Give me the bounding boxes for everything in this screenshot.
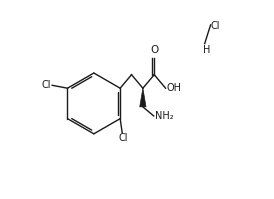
Text: OH: OH	[167, 83, 182, 93]
Text: NH₂: NH₂	[155, 111, 173, 121]
Text: Cl: Cl	[42, 80, 51, 90]
Text: Cl: Cl	[211, 21, 220, 31]
Polygon shape	[140, 88, 146, 107]
Text: H: H	[203, 45, 210, 55]
Text: Cl: Cl	[118, 133, 128, 143]
Text: O: O	[150, 45, 158, 56]
